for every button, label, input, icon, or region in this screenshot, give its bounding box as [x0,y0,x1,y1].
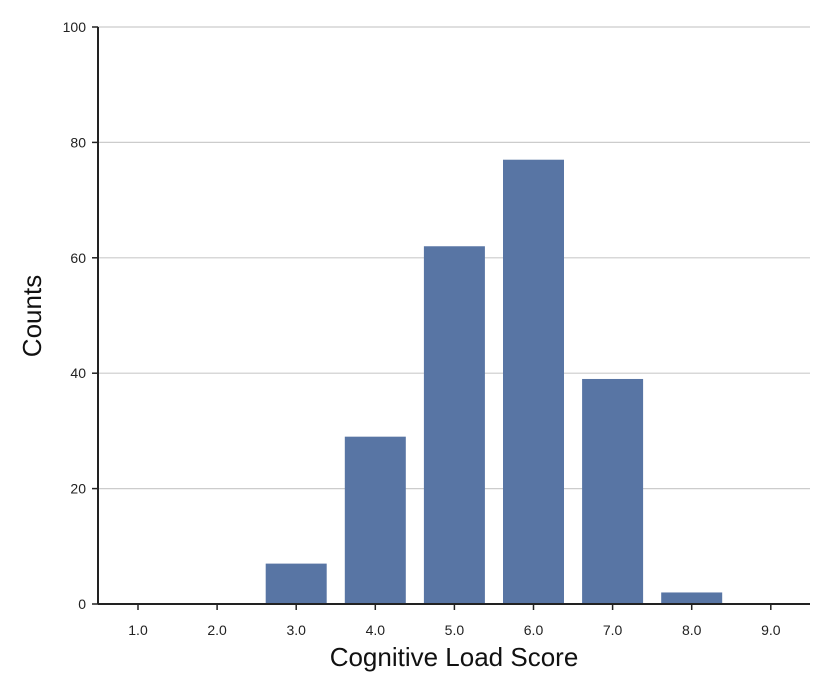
y-tick-label: 40 [70,365,86,381]
x-tick-label: 4.0 [366,622,386,638]
y-tick-label: 60 [70,250,86,266]
x-tick-label: 3.0 [286,622,306,638]
bars [265,159,723,604]
y-tick-label: 80 [70,134,86,150]
bar-8.0 [661,592,723,604]
bar-7.0 [582,378,644,604]
x-tick-label: 6.0 [524,622,544,638]
y-ticks: 0 20 40 60 80 100 [63,19,98,612]
y-axis-label: Counts [17,275,47,357]
x-tick-label: 9.0 [761,622,781,638]
x-ticks: 1.0 2.0 3.0 4.0 5.0 6.0 7.0 8.0 9.0 [128,604,781,638]
x-tick-label: 8.0 [682,622,702,638]
bar-4.0 [344,436,406,604]
x-tick-label: 5.0 [445,622,465,638]
y-tick-label: 100 [63,19,87,35]
bar-5.0 [423,246,485,604]
x-tick-label: 2.0 [207,622,227,638]
y-tick-label: 20 [70,481,86,497]
x-axis-label: Cognitive Load Score [330,642,579,672]
x-tick-label: 7.0 [603,622,623,638]
bar-3.0 [265,563,327,604]
x-tick-label: 1.0 [128,622,148,638]
bar-6.0 [503,159,564,604]
y-tick-label: 0 [78,596,86,612]
